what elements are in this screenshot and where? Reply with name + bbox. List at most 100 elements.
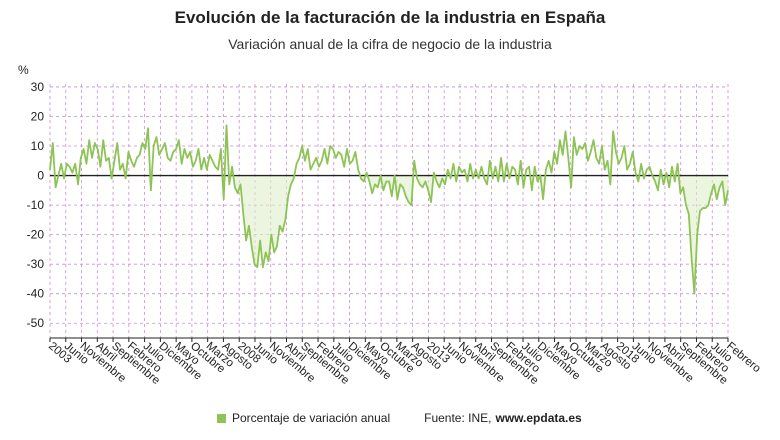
data-point bbox=[539, 174, 541, 177]
data-point bbox=[153, 145, 155, 147]
data-point bbox=[716, 198, 718, 200]
source-link[interactable]: www.epdata.es bbox=[495, 411, 582, 425]
data-point bbox=[186, 157, 188, 159]
data-point bbox=[368, 180, 370, 183]
data-point bbox=[727, 189, 729, 191]
data-point bbox=[360, 177, 362, 180]
data-point bbox=[573, 136, 575, 138]
data-point bbox=[475, 169, 477, 171]
y-axis-label: % bbox=[18, 63, 29, 77]
data-point bbox=[587, 160, 589, 162]
y-axis-ticks: 30 20 10 0 -10 -20 -30 -40 -50 bbox=[27, 80, 45, 330]
data-point bbox=[385, 180, 387, 183]
y-tick-label: 30 bbox=[31, 80, 45, 94]
data-point bbox=[676, 163, 679, 165]
data-point bbox=[113, 160, 116, 162]
data-point bbox=[556, 163, 558, 165]
data-point bbox=[682, 186, 684, 188]
legend: Porcentaje de variación anual Fuente: IN… bbox=[217, 411, 582, 425]
data-point bbox=[618, 163, 620, 165]
data-point bbox=[559, 139, 561, 141]
data-point bbox=[214, 166, 216, 168]
data-point bbox=[141, 142, 144, 144]
data-point bbox=[209, 154, 211, 156]
data-point bbox=[332, 148, 334, 150]
data-point bbox=[702, 207, 704, 209]
data-point bbox=[155, 136, 158, 138]
data-point bbox=[270, 234, 272, 236]
data-point bbox=[357, 169, 359, 171]
data-point bbox=[612, 130, 614, 132]
data-point bbox=[63, 177, 65, 180]
data-point bbox=[447, 169, 449, 171]
data-point bbox=[211, 160, 214, 162]
data-point bbox=[438, 186, 441, 188]
data-point bbox=[536, 180, 539, 183]
data-point bbox=[629, 163, 631, 165]
data-point bbox=[626, 169, 628, 171]
data-point bbox=[354, 151, 356, 153]
data-point bbox=[239, 183, 242, 186]
data-point bbox=[408, 201, 410, 203]
data-point bbox=[108, 157, 110, 159]
data-point bbox=[217, 169, 219, 171]
data-point bbox=[657, 189, 659, 191]
data-point bbox=[422, 186, 424, 188]
data-point bbox=[514, 169, 516, 171]
y-tick-label: -30 bbox=[27, 257, 45, 271]
data-point bbox=[464, 169, 466, 171]
data-point bbox=[550, 172, 553, 174]
data-point bbox=[253, 263, 256, 265]
data-point bbox=[365, 172, 368, 174]
data-point bbox=[83, 148, 85, 150]
data-point bbox=[497, 180, 499, 183]
data-point bbox=[710, 192, 712, 194]
data-point bbox=[340, 154, 342, 156]
data-point bbox=[144, 148, 146, 150]
data-point bbox=[441, 177, 443, 180]
y-tick-label: -20 bbox=[27, 228, 45, 242]
data-point bbox=[318, 166, 320, 168]
data-point bbox=[66, 163, 68, 165]
data-point bbox=[531, 189, 533, 191]
data-point bbox=[69, 166, 71, 168]
data-point bbox=[450, 177, 452, 180]
data-point bbox=[116, 142, 118, 144]
data-point bbox=[517, 183, 519, 186]
data-point bbox=[225, 124, 228, 126]
data-point bbox=[102, 139, 104, 141]
data-point bbox=[654, 180, 656, 183]
data-point bbox=[265, 251, 267, 253]
data-point bbox=[200, 169, 202, 171]
data-point bbox=[637, 180, 639, 183]
data-point bbox=[455, 180, 457, 183]
data-point bbox=[181, 163, 183, 165]
data-point bbox=[169, 160, 172, 162]
data-point bbox=[178, 139, 180, 141]
data-point bbox=[685, 204, 687, 206]
data-point bbox=[522, 186, 525, 188]
data-point bbox=[88, 139, 90, 141]
data-point bbox=[158, 154, 160, 156]
data-point bbox=[620, 157, 623, 159]
data-point bbox=[349, 163, 351, 165]
data-point bbox=[298, 157, 300, 159]
data-point bbox=[640, 163, 642, 165]
data-point bbox=[220, 148, 222, 150]
data-point bbox=[195, 160, 197, 162]
data-point bbox=[52, 142, 54, 144]
data-point bbox=[175, 148, 177, 150]
data-point bbox=[312, 163, 314, 165]
data-point bbox=[405, 195, 407, 197]
data-point bbox=[489, 160, 491, 162]
data-point bbox=[662, 183, 665, 186]
data-point bbox=[192, 166, 194, 168]
data-point bbox=[433, 172, 435, 174]
data-point bbox=[595, 157, 597, 159]
data-point bbox=[396, 198, 399, 200]
data-point bbox=[80, 157, 82, 159]
data-point bbox=[91, 157, 93, 159]
grid bbox=[49, 84, 729, 338]
data-point bbox=[245, 239, 247, 242]
data-point bbox=[335, 157, 337, 159]
